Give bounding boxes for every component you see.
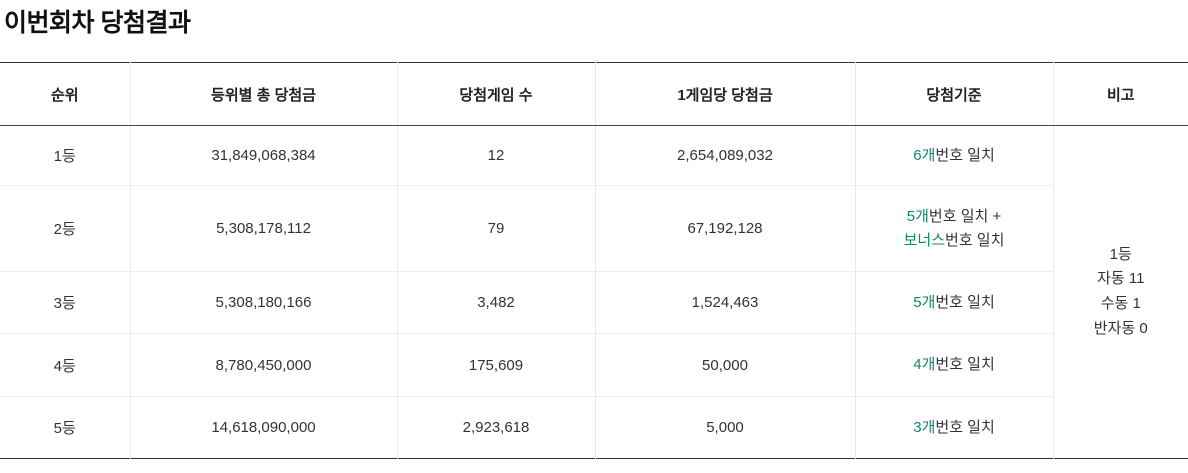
total-prize-cell: 5,308,178,112 <box>129 185 397 272</box>
table-row: 3등 5,308,180,166 3,482 1,524,463 5개번호 일치 <box>0 271 1188 334</box>
criteria-text: 번호 일치 + <box>928 208 1002 226</box>
prize-per-game-cell: 50,000 <box>594 333 855 397</box>
game-count-cell: 79 <box>396 185 595 272</box>
remark-line: 자동 11 <box>1097 270 1145 288</box>
criteria-line: 보너스번호 일치 <box>864 229 1045 252</box>
criteria-bonus: 보너스 <box>903 231 946 249</box>
criteria-text: 번호 일치 <box>935 418 995 436</box>
header-criteria: 당첨기준 <box>854 62 1053 126</box>
table-row: 1등 31,849,068,384 12 2,654,089,032 6개번호 … <box>0 125 1188 459</box>
table-row: 5등 14,618,090,000 2,923,618 5,000 3개번호 일… <box>0 396 1188 459</box>
prize-per-game-cell: 67,192,128 <box>594 185 855 272</box>
criteria-number: 5개 <box>913 293 936 311</box>
criteria-cell: 5개번호 일치 + 보너스번호 일치 <box>854 185 1053 272</box>
rank-cell: 2등 <box>0 185 130 272</box>
game-count-cell: 12 <box>396 125 595 186</box>
total-prize-cell: 31,849,068,384 <box>129 125 397 186</box>
prize-per-game-cell: 2,654,089,032 <box>594 125 855 186</box>
game-count-cell: 3,482 <box>396 271 595 334</box>
prize-per-game-cell: 1,524,463 <box>594 271 855 334</box>
header-prize-per-game: 1게임당 당첨금 <box>594 62 855 126</box>
criteria-number: 6개 <box>913 146 936 164</box>
remark-line: 1등 <box>1109 245 1132 263</box>
criteria-line: 5개번호 일치 + <box>864 205 1045 228</box>
criteria-number: 3개 <box>913 418 936 436</box>
total-prize-cell: 5,308,180,166 <box>129 271 397 334</box>
header-total-prize: 등위별 총 당첨금 <box>129 62 397 126</box>
rank-cell: 4등 <box>0 333 130 397</box>
remark-line: 반자동 0 <box>1093 319 1148 337</box>
criteria-text: 번호 일치 <box>945 231 1005 249</box>
table-row: 4등 8,780,450,000 175,609 50,000 4개번호 일치 <box>0 333 1188 397</box>
winning-results-table: 순위 등위별 총 당첨금 당첨게임 수 1게임당 당첨금 당첨기준 비고 1등 … <box>0 62 1188 459</box>
total-prize-cell: 8,780,450,000 <box>129 333 397 397</box>
criteria-text: 번호 일치 <box>935 356 995 374</box>
header-rank: 순위 <box>0 62 130 126</box>
criteria-number: 4개 <box>913 356 936 374</box>
table-row: 2등 5,308,178,112 79 67,192,128 5개번호 일치 +… <box>0 185 1188 272</box>
criteria-cell: 5개번호 일치 <box>854 271 1053 334</box>
criteria-cell: 4개번호 일치 <box>854 333 1053 397</box>
game-count-cell: 2,923,618 <box>396 396 595 459</box>
total-prize-cell: 14,618,090,000 <box>129 396 397 459</box>
game-count-cell: 175,609 <box>396 333 595 397</box>
rank-cell: 5등 <box>53 420 76 437</box>
rank-cell: 3등 <box>0 271 130 334</box>
table-header-row: 순위 등위별 총 당첨금 당첨게임 수 1게임당 당첨금 당첨기준 비고 <box>0 62 1188 126</box>
header-game-count: 당첨게임 수 <box>396 62 595 126</box>
criteria-text: 번호 일치 <box>935 293 995 311</box>
criteria-cell: 3개번호 일치 <box>854 396 1053 459</box>
page-title: 이번회차 당첨결과 <box>4 9 191 37</box>
criteria-cell: 6개번호 일치 <box>854 125 1053 186</box>
remark-cell: 1등 자동 11 수동 1 반자동 0 <box>1052 125 1188 459</box>
rank-cell: 1등 <box>0 125 130 186</box>
criteria-text: 번호 일치 <box>935 146 995 164</box>
remark-line: 수동 1 <box>1100 295 1141 312</box>
prize-per-game-cell: 5,000 <box>594 396 855 459</box>
criteria-number: 5개 <box>906 208 929 226</box>
header-remark: 비고 <box>1052 62 1188 126</box>
